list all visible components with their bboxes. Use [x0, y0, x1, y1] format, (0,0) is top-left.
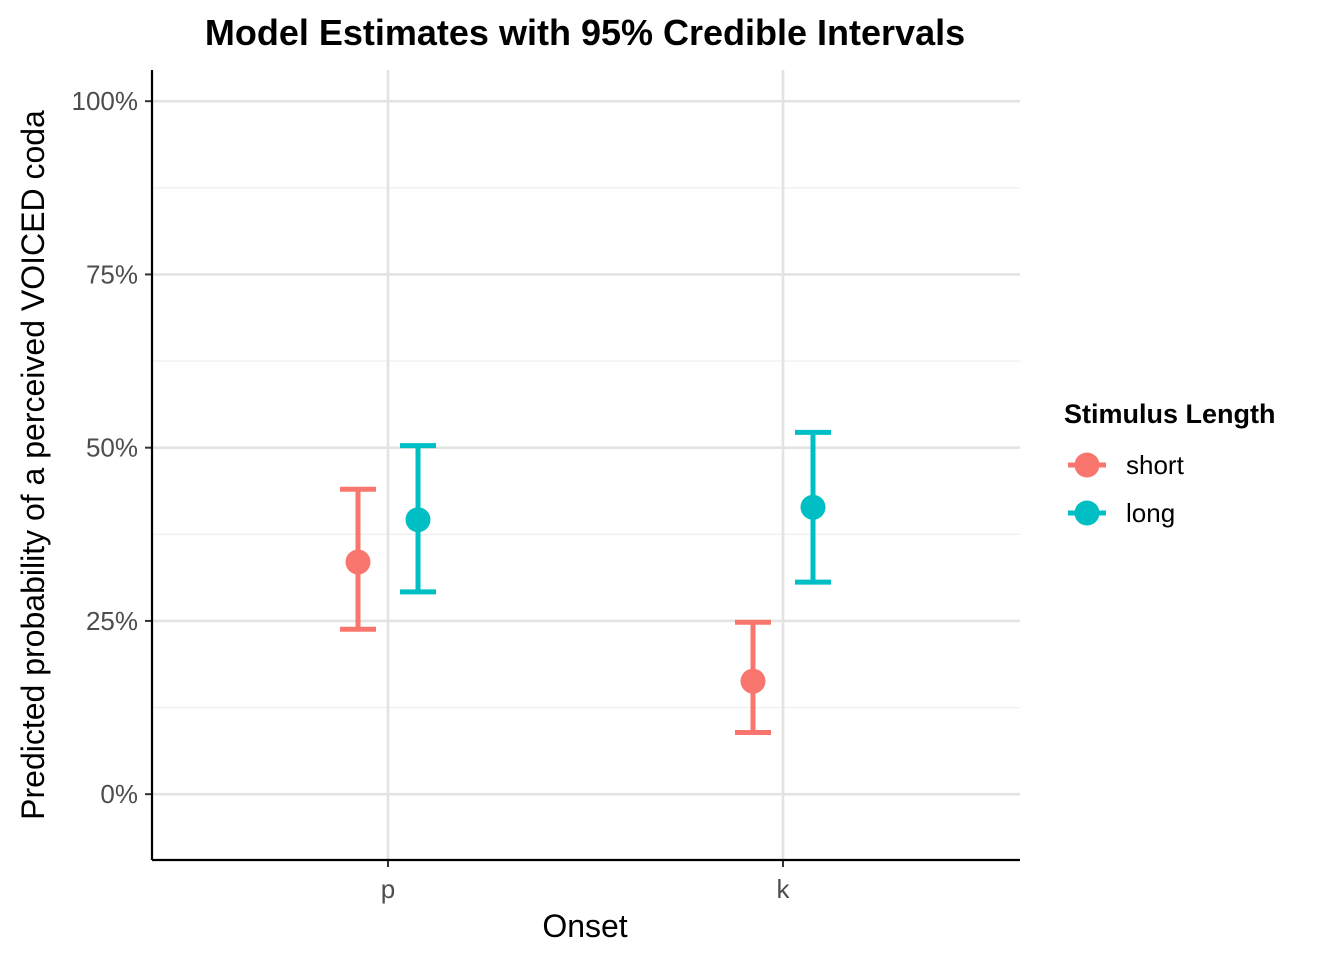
- y-tick-label: 25%: [86, 606, 138, 636]
- point-long-p: [405, 507, 431, 533]
- errorbar-short-k: [735, 619, 771, 735]
- legend-key-point: [1074, 452, 1100, 478]
- x-tick-label: k: [777, 874, 791, 904]
- point-short-k: [740, 668, 766, 694]
- legend-title: Stimulus Length: [1064, 399, 1276, 429]
- legend-key-point: [1074, 500, 1100, 526]
- legend-label: short: [1126, 450, 1185, 480]
- grid-layer: [152, 70, 1020, 860]
- axes-layer: 0% 25% 50% 75% 100% p k: [72, 70, 1020, 904]
- legend-item-short: short: [1068, 450, 1185, 480]
- legend-item-long: long: [1068, 498, 1175, 528]
- marks-layer: [340, 429, 831, 735]
- x-tick-label: p: [381, 874, 395, 904]
- y-tick-label: 100%: [72, 86, 139, 116]
- errorbar-long-k: [795, 429, 831, 585]
- chart-title: Model Estimates with 95% Credible Interv…: [205, 12, 965, 53]
- errorbar-long-p: [400, 443, 436, 595]
- y-tick-label: 75%: [86, 259, 138, 289]
- point-short-p: [345, 549, 371, 575]
- x-axis-title: Onset: [542, 908, 627, 944]
- y-tick-label: 50%: [86, 433, 138, 463]
- y-axis-title: Predicted probability of a perceived VOI…: [15, 110, 51, 820]
- errorbar-short-p: [340, 486, 376, 632]
- legend: Stimulus Length short long: [1064, 399, 1276, 528]
- legend-label: long: [1126, 498, 1175, 528]
- y-tick-label: 0%: [100, 779, 138, 809]
- point-long-k: [800, 494, 826, 520]
